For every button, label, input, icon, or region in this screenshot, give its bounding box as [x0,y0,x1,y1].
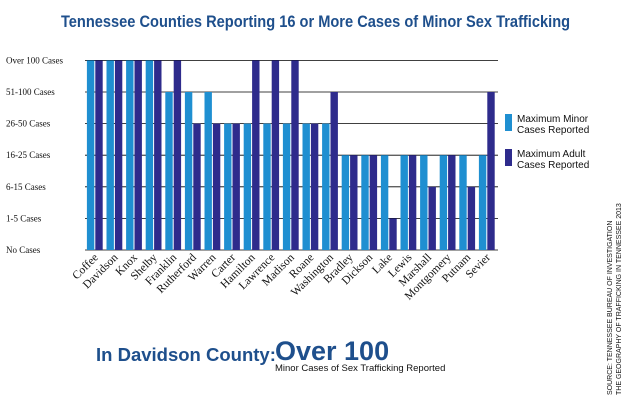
callout-subtext: Minor Cases of Sex Trafficking Reported [275,363,446,374]
bar-minor-rutherford [184,92,193,250]
bar-minor-davidson [106,60,114,251]
bar-adult-lawrence [271,60,280,251]
bar-minor-lewis [400,155,408,250]
bar-adult-putnam [467,186,476,250]
bar-adult-carter [232,123,240,250]
bar-minor-carter [224,123,232,250]
legend-label-minor: Maximum Minor Cases Reported [517,114,590,136]
bar-adult-knox [134,60,142,251]
bar-minor-lake [380,155,389,250]
bar-minor-warren [204,92,212,250]
bar-adult-shelby [154,60,162,251]
bar-minor-madison [282,123,291,250]
bar-adult-marshall [428,186,436,250]
source-note: SOURCE: TENNESSEE BUREAU OF INVESTIGATIO… [606,165,624,395]
bar-minor-dickson [361,155,369,250]
bar-minor-bradley [341,155,350,250]
bar-adult-warren [212,123,221,250]
callout-label: In Davidson County: [96,344,276,365]
y-tick-no-cases: No Cases [6,245,41,255]
bar-minor-franklin [165,92,173,250]
bar-adult-rutherford [193,123,201,250]
bar-minor-coffee [86,60,95,251]
bar-adult-bradley [350,155,358,250]
y-tick-26-50-cases: 26-50 Cases [6,119,51,129]
bar-adult-madison [291,60,299,251]
y-tick-6-15-cases: 6-15 Cases [6,182,46,192]
bar-minor-knox [126,60,134,251]
bar-adult-dickson [369,155,378,250]
bar-adult-lake [389,218,397,250]
source-line-1: SOURCE: TENNESSEE BUREAU OF INVESTIGATIO… [607,220,614,395]
bar-adult-lewis [408,155,417,250]
bars [86,60,495,251]
callout-value: Over 100 [275,336,390,366]
chart-title: Tennessee Counties Reporting 16 or More … [60,12,571,31]
bar-minor-montgomery [439,155,448,250]
bar-minor-putnam [459,155,467,250]
bar-adult-davidson [114,60,123,251]
bar-minor-shelby [145,60,154,251]
bar-adult-roane [310,123,319,250]
bar-adult-hamilton [252,60,260,251]
bar-minor-washington [322,123,330,250]
source-line-2: THE GEOGRAPHY OF TRAFFICKING IN TENNESSE… [616,203,623,395]
y-axis-labels: No Cases 1-5 Cases 6-15 Cases 16-25 Cases 26… [6,55,63,255]
bar-adult-franklin [173,60,182,251]
legend-swatch-minor [505,114,512,131]
bar-adult-montgomery [448,155,456,250]
bar-adult-washington [330,92,338,250]
y-tick-over-100-cases: Over 100 Cases [6,55,63,65]
legend-label-adult: Maximum Adult Cases Reported [517,149,590,171]
bar-adult-sevier [487,92,495,250]
x-axis-labels: CoffeeDavidsonKnoxShelbyFranklinRutherfo… [70,251,493,302]
bar-minor-hamilton [243,123,252,250]
bar-minor-sevier [478,155,487,250]
bar-minor-lawrence [263,123,271,250]
bar-adult-coffee [95,60,103,251]
bar-minor-marshall [420,155,428,250]
y-tick-1-5-cases: 1-5 Cases [6,213,42,223]
bar-minor-roane [302,123,310,250]
y-tick-51-100-cases: 51-100 Cases [6,87,55,97]
legend-swatch-adult [505,149,512,166]
y-tick-16-25-cases: 16-25 Cases [6,150,51,160]
